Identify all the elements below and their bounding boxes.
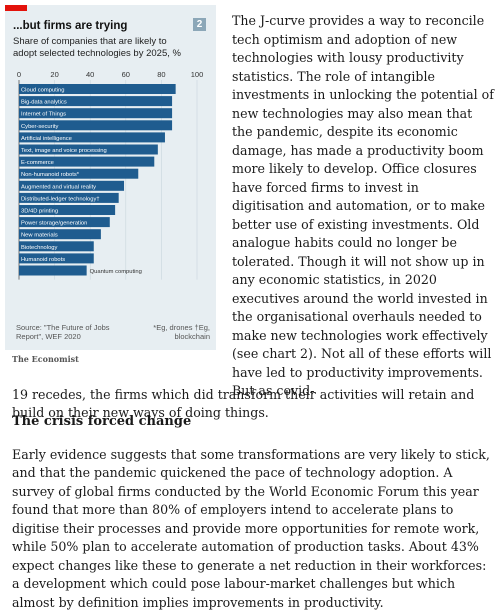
bar-label: 3D/4D printing bbox=[21, 209, 58, 215]
bar-label: Humanoid robots bbox=[21, 257, 65, 263]
bar-7 bbox=[19, 168, 139, 179]
article-paragraph-1: The J-curve provides a way to reconcile … bbox=[232, 13, 494, 398]
bar-label: Power storage/generation bbox=[21, 221, 87, 227]
x-tick-label: 60 bbox=[122, 70, 130, 79]
bar-label: Big-data analytics bbox=[21, 100, 67, 106]
article-paragraph-1-continued: 19 recedes, the firms which did transfor… bbox=[12, 386, 475, 421]
chart-title: ...but firms are trying bbox=[13, 20, 128, 32]
bar-label: Artificial intelligence bbox=[21, 136, 72, 142]
bar-2 bbox=[19, 108, 173, 119]
article-paragraph-2: Early evidence suggests that some transf… bbox=[12, 446, 490, 610]
bar-4 bbox=[19, 132, 165, 143]
brand-red-tab bbox=[5, 5, 27, 11]
bar-12 bbox=[19, 229, 101, 240]
chart-footnotes: *Eg, drones †Eg, blockchain bbox=[153, 323, 210, 341]
bar-10 bbox=[19, 205, 116, 215]
x-tick-label: 0 bbox=[17, 70, 21, 79]
bar-label: Distributed-ledger technology† bbox=[21, 196, 100, 202]
bar-14 bbox=[19, 253, 94, 264]
bar-label: New materials bbox=[21, 233, 58, 239]
bar-13 bbox=[19, 241, 94, 252]
article-column: The J-curve provides a way to reconcile … bbox=[232, 12, 494, 401]
section-heading: The crisis forced change bbox=[12, 414, 192, 429]
bar-label: Quantum computing bbox=[90, 269, 142, 275]
bar-label: Text, image and voice processing bbox=[21, 148, 107, 154]
bar-3 bbox=[19, 120, 173, 131]
x-tick-label: 20 bbox=[50, 70, 58, 79]
bar-15 bbox=[19, 265, 87, 276]
bar-9 bbox=[19, 192, 119, 203]
bar-label: Biotechnology bbox=[21, 245, 58, 251]
bar-1 bbox=[19, 96, 173, 107]
chart-source: Source: "The Future of Jobs Report", WEF… bbox=[16, 323, 110, 341]
bar-label: E-commerce bbox=[21, 160, 54, 166]
chart-number-badge: 2 bbox=[193, 18, 206, 31]
x-tick-label: 40 bbox=[86, 70, 94, 79]
bar-label: Augmented and virtual reality bbox=[21, 184, 96, 190]
publisher-logo: The Economist bbox=[12, 354, 79, 364]
bar-label: Internet of Things bbox=[21, 112, 66, 118]
bar-8 bbox=[19, 180, 125, 191]
chart-subtitle: Share of companies that are likely to ad… bbox=[13, 36, 181, 59]
bar-label: Cyber-security bbox=[21, 124, 58, 130]
bar-0 bbox=[19, 84, 176, 94]
bar-11 bbox=[19, 217, 110, 228]
x-tick-label: 80 bbox=[157, 70, 165, 79]
x-tick-label: 100 bbox=[191, 70, 204, 79]
bar-chart: 0 20 40 60 80 100 Cloud computing Big-data anal… bbox=[17, 70, 204, 280]
bar-6 bbox=[19, 156, 155, 167]
bar-label: Non-humanoid robots* bbox=[21, 172, 80, 178]
bar-5 bbox=[19, 144, 158, 155]
bar-label: Cloud computing bbox=[21, 88, 65, 94]
